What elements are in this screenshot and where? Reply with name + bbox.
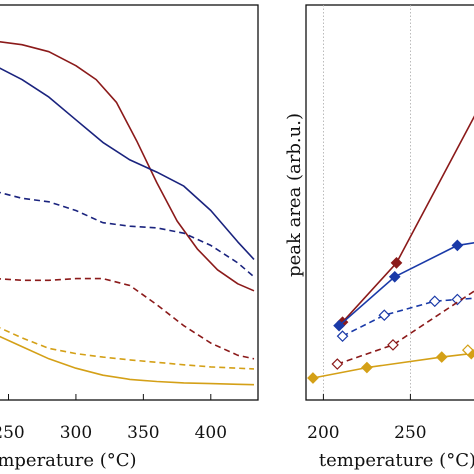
left-x-tick-label: 400	[195, 423, 227, 443]
right-series-2-point	[378, 309, 391, 322]
left-x-tick-label: 350	[127, 423, 159, 443]
left-series-line-5	[0, 335, 255, 386]
right-series-4-point	[361, 361, 373, 374]
left-plot-frame	[0, 4, 259, 401]
right-series-3-point	[331, 358, 344, 370]
right-plot-frame	[305, 4, 474, 401]
right-series-1-point	[333, 319, 345, 332]
right-series-2-point	[451, 293, 464, 306]
left-series-line-4	[0, 327, 255, 370]
right-series-2-point	[428, 295, 441, 308]
right-series-1-point	[451, 239, 464, 252]
right-x-tick-label: 200	[307, 423, 339, 443]
right-y-axis-label: peak area (arb.u.)	[284, 113, 305, 277]
left-series-group	[0, 41, 255, 386]
right-series-0-point	[390, 257, 403, 269]
left-panel-temperature-curves: 250 300 350 400 temperature (°C)	[0, 4, 259, 471]
right-series-1-point	[388, 270, 401, 283]
left-x-axis-label: temperature (°C)	[0, 450, 137, 471]
right-series-4-point	[307, 372, 319, 384]
right-x-tick-label: 250	[394, 423, 426, 443]
right-x-axis-label: temperature (°C)	[319, 450, 474, 471]
left-series-line-3	[0, 277, 255, 360]
left-x-tick-label: 250	[0, 423, 25, 443]
right-series-group	[307, 115, 474, 384]
right-series-line-0	[341, 115, 474, 323]
right-series-5-point	[461, 344, 474, 356]
right-series-2-point	[336, 330, 349, 342]
left-series-line-0	[0, 41, 255, 292]
right-series-line-2	[342, 297, 474, 337]
left-series-line-1	[0, 67, 255, 260]
right-series-line-1	[338, 242, 474, 327]
right-series-4-point	[435, 351, 448, 363]
right-panel-peak-area: 200 250 temperature (°C) peak area (arb.u.)	[284, 4, 474, 471]
right-series-3-point	[387, 339, 399, 351]
left-series-line-2	[0, 191, 255, 278]
left-x-tick-label: 300	[60, 423, 92, 443]
